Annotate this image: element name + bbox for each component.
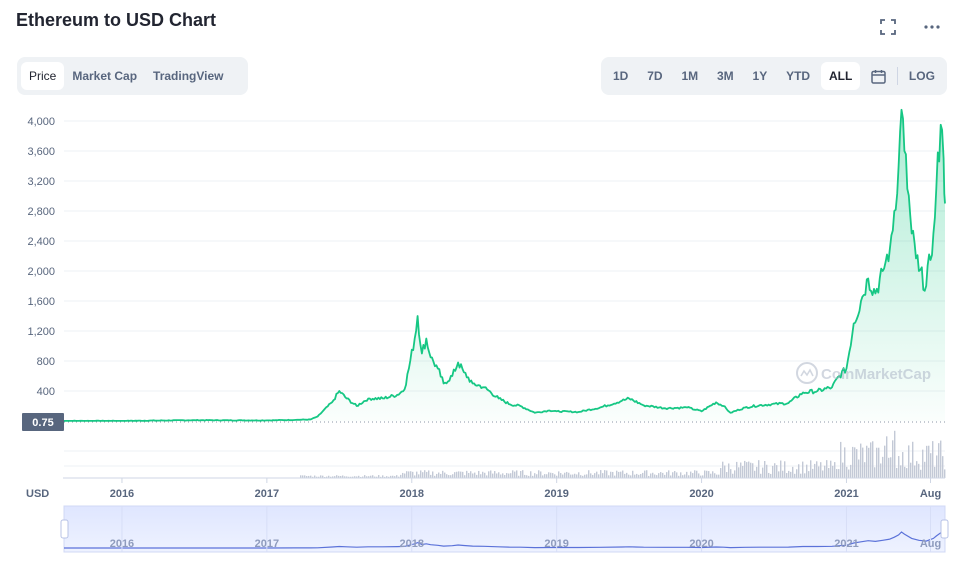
page-title: Ethereum to USD Chart	[16, 10, 217, 30]
range-1y[interactable]: 1Y	[752, 69, 768, 83]
y-tick-label: 400	[37, 386, 55, 398]
navigator-labels: 2016 2017 2018 2019 2020 2021 Aug	[110, 506, 941, 552]
navigator-tick-label: 2016	[110, 538, 134, 550]
x-tick-label: 2016	[110, 488, 134, 500]
x-tick-label: Aug	[920, 488, 941, 500]
log-scale-button[interactable]: LOG	[908, 69, 935, 83]
chart-type-tabs: Price Market Cap TradingView	[17, 57, 248, 95]
navigator-left-handle[interactable]	[60, 519, 69, 539]
x-tick-label: 2020	[689, 488, 713, 500]
navigator-tick-label: 2018	[400, 538, 424, 550]
y-axis-labels: 400 800 1,200 1,600 2,000 2,400 2,800 3,200 3,60…	[27, 116, 55, 398]
navigator-tick-label: 2020	[689, 538, 713, 550]
range-1d[interactable]: 1D	[613, 69, 629, 83]
more-dots-icon[interactable]	[921, 16, 943, 38]
x-tick-label: 2017	[255, 488, 279, 500]
range-selector: 1D 7D 1M 3M 1Y YTD ALL LOG	[601, 57, 947, 95]
x-tick-label: 2021	[834, 488, 858, 500]
y-tick-label: 2,400	[27, 236, 55, 248]
calendar-icon[interactable]	[863, 62, 894, 90]
y-tick-label: 3,600	[27, 146, 55, 158]
y-tick-label: 4,000	[27, 116, 55, 128]
divider	[897, 67, 899, 85]
navigator-tick-label: 2019	[544, 538, 568, 550]
y-tick-label: 3,200	[27, 176, 55, 188]
tab-price[interactable]: Price	[21, 62, 65, 90]
fullscreen-icon[interactable]	[877, 16, 899, 38]
range-all[interactable]: ALL	[820, 62, 861, 90]
price-area	[64, 109, 945, 422]
y-tick-label: 2,000	[27, 266, 55, 278]
currency-label: USD	[26, 488, 49, 500]
range-ytd[interactable]: YTD	[786, 69, 811, 83]
volume-bars	[300, 430, 946, 478]
watermark: CoinMarketCap	[796, 362, 931, 384]
navigator-tick-label: 2021	[834, 538, 858, 550]
y-tick-label: 800	[37, 356, 55, 368]
x-tick-label: 2018	[400, 488, 424, 500]
current-price-label: 0.75	[32, 417, 53, 429]
y-gridlines	[64, 120, 945, 467]
range-navigator: 2016 2017 2018 2019 2020 2021 Aug	[60, 505, 949, 553]
navigator-tick-label: Aug	[920, 538, 941, 550]
y-tick-label: 2,800	[27, 206, 55, 218]
navigator-tick-label: 2017	[255, 538, 279, 550]
tab-tradingview[interactable]: TradingView	[153, 69, 224, 83]
x-tick-label: 2019	[544, 488, 568, 500]
tab-market-cap[interactable]: Market Cap	[72, 69, 138, 83]
y-tick-label: 1,200	[27, 326, 55, 338]
price-line	[64, 108, 946, 422]
x-axis-labels: 2016 2017 2018 2019 2020 2021 Aug	[110, 478, 941, 500]
y-tick-label: 1,600	[27, 296, 55, 308]
navigator-line	[64, 531, 946, 549]
current-price-badge: 0.75	[22, 413, 64, 431]
watermark-text: CoinMarketCap	[821, 366, 931, 383]
range-3m[interactable]: 3M	[716, 69, 734, 83]
range-1m[interactable]: 1M	[681, 69, 699, 83]
range-7d[interactable]: 7D	[647, 69, 663, 83]
navigator-right-handle[interactable]	[940, 519, 949, 539]
